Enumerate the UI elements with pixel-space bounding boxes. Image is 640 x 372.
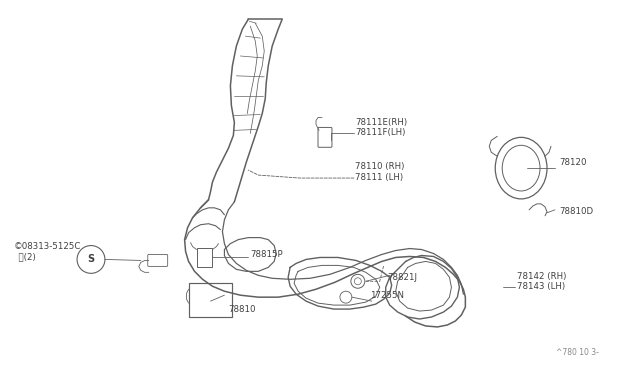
Text: 78810D: 78810D: [559, 207, 593, 216]
Text: 78111E(RH)
78111F(LH): 78111E(RH) 78111F(LH): [355, 118, 407, 137]
Text: S: S: [88, 254, 95, 264]
Text: 78120: 78120: [559, 158, 586, 167]
Text: 78142 (RH)
78143 (LH): 78142 (RH) 78143 (LH): [517, 272, 566, 291]
Text: 78821J: 78821J: [388, 273, 418, 282]
Bar: [196, 247, 212, 267]
Text: 17255N: 17255N: [370, 291, 404, 300]
Text: 78815P: 78815P: [250, 250, 283, 259]
Text: 78110 (RH)
78111 (LH): 78110 (RH) 78111 (LH): [355, 163, 404, 182]
Text: ^780 10 3-: ^780 10 3-: [556, 348, 599, 357]
Bar: [189, 283, 232, 317]
Text: ©08313-5125C
  、(2): ©08313-5125C 、(2): [13, 242, 81, 261]
Text: 78810: 78810: [228, 305, 256, 314]
